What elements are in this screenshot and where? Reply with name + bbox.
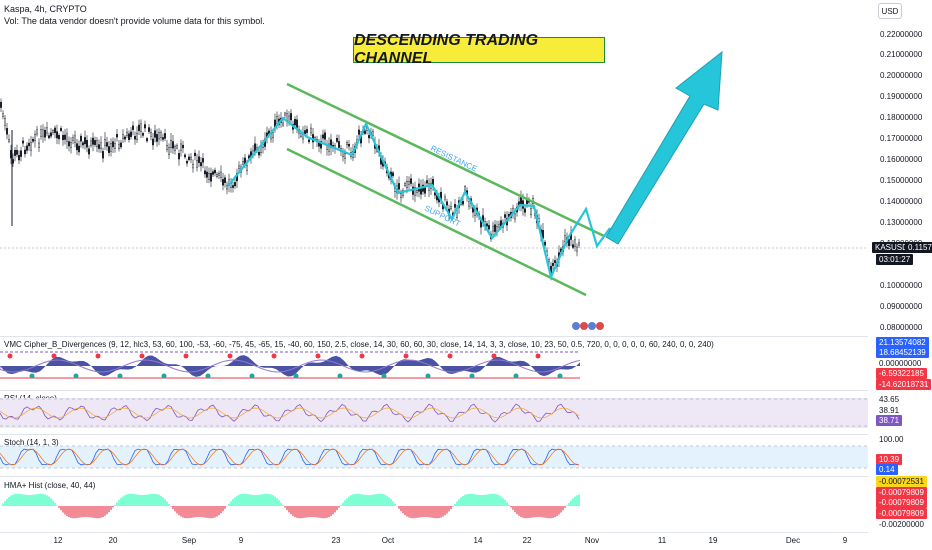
resistance-label: RESISTANCE (429, 144, 478, 174)
projection-path (227, 116, 611, 281)
hma-value-tag: -0.00079809 (876, 497, 927, 508)
price-candles (0, 98, 581, 281)
price-axis-label: 0.16000000 (880, 155, 923, 164)
stoch-value-tag: 0.14 (876, 464, 898, 475)
rsi-value-tag: 43.65 (879, 395, 900, 404)
time-axis-label: 20 (108, 536, 118, 545)
annotation-title: DESCENDING TRADING CHANNEL (353, 32, 605, 67)
time-axis-label: 19 (708, 536, 718, 545)
chart-title: Kaspa, 4h, CRYPTO (4, 4, 87, 14)
price-axis-label: 0.10000000 (880, 281, 923, 290)
time-axis-label: 12 (53, 536, 63, 545)
vmc-value-tag: -6.59322185 (876, 368, 927, 379)
pane-separator (0, 336, 868, 337)
price-axis-label: 0.19000000 (880, 92, 923, 101)
symbol-tag: KASUSD (872, 242, 911, 253)
stoch-value-tag: 10.39 (876, 454, 903, 465)
hma-value-tag: -0.00072531 (876, 476, 927, 487)
currency-button[interactable]: USD (878, 3, 902, 19)
main-chart[interactable]: RESISTANCE SUPPORT (0, 0, 868, 330)
price-axis-label: 0.20000000 (880, 71, 923, 80)
price-axis-label: 0.08000000 (880, 323, 923, 332)
breakout-arrow-icon (605, 50, 723, 245)
volume-note: Vol: The data vendor doesn't provide vol… (4, 16, 265, 26)
hma-value-tag: -0.00079809 (876, 508, 927, 519)
last-price-tag: 0.11572607 (905, 242, 932, 253)
rsi-pane[interactable] (0, 398, 868, 432)
resistance-line (286, 82, 605, 238)
vmc-pane[interactable] (0, 348, 868, 390)
time-axis-label: Oct (381, 536, 395, 545)
hma-value-tag: -0.00200000 (879, 520, 924, 529)
stoch-pane[interactable] (0, 444, 868, 474)
vmc-value-tag: 0.00000000 (879, 359, 922, 368)
vmc-value-tag: -14.62018731 (876, 379, 932, 390)
time-axis-label: Sep (181, 536, 197, 545)
time-axis-label: Dec (785, 536, 801, 545)
rsi-value-tag: 38.71 (876, 415, 903, 426)
price-axis-label: 0.22000000 (880, 30, 923, 39)
rsi-value-tag: 38.91 (879, 406, 900, 415)
time-axis-label: 14 (473, 536, 483, 545)
price-axis-label: 0.09000000 (880, 302, 923, 311)
stoch-value-tag: 100.00 (879, 435, 904, 444)
time-axis-label: Nov (584, 536, 600, 545)
price-axis-label: 0.21000000 (880, 50, 923, 59)
price-axis-label: 0.17000000 (880, 134, 923, 143)
stoch-label: Stoch (14, 1, 3) (4, 438, 59, 447)
time-axis-label: 23 (331, 536, 341, 545)
vmc-value-tag: 21.13574082 (876, 337, 929, 348)
countdown-tag: 03:01:27 (876, 254, 914, 265)
price-axis-label: 0.13000000 (880, 218, 923, 227)
price-axis-label: 0.18000000 (880, 113, 923, 122)
price-axis-label: 0.14000000 (880, 197, 923, 206)
time-axis-label: 9 (842, 536, 848, 545)
hma-label: HMA+ Hist (close, 40, 44) (4, 481, 96, 490)
time-axis-separator (0, 532, 868, 533)
vmc-value-tag: 18.68452139 (876, 347, 929, 358)
pane-separator (0, 434, 868, 435)
pane-separator (0, 476, 868, 477)
time-axis-label: 9 (238, 536, 244, 545)
price-axis-label: 0.15000000 (880, 176, 923, 185)
vmc-label: VMC Cipher_B_Divergences (9, 12, hlc3, 5… (4, 340, 714, 349)
hma-value-tag: -0.00079809 (876, 487, 927, 498)
support-line (286, 147, 587, 297)
hma-pane[interactable] (0, 486, 868, 532)
time-axis-label: 11 (657, 536, 667, 545)
time-axis-label: 22 (522, 536, 532, 545)
pane-separator (0, 390, 868, 391)
event-markers-icon (572, 322, 604, 330)
